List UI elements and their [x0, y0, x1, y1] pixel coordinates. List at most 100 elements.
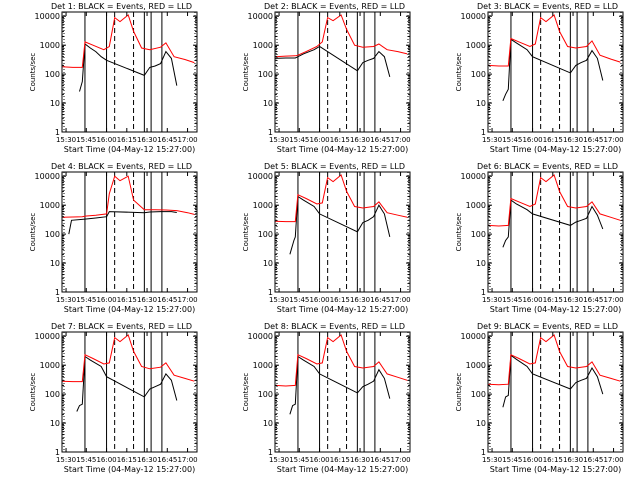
- y-tick-label: 1: [55, 448, 60, 457]
- plot-frame: [274, 11, 411, 133]
- series-lld-line: [274, 334, 408, 387]
- plot-frame: [61, 171, 198, 293]
- x-tick-label: 16:15: [543, 296, 563, 304]
- x-tick-label: 16:45: [157, 456, 177, 464]
- series-events-line: [68, 211, 177, 235]
- x-tick-label: 16:15: [330, 456, 350, 464]
- y-tick-label: 1000: [253, 41, 273, 50]
- series-lld-line: [487, 334, 621, 386]
- y-tick-label: 10000: [461, 172, 486, 181]
- y-axis-label: Counts/sec: [455, 373, 463, 412]
- series-lld-line: [487, 174, 621, 227]
- series-events-line: [76, 355, 178, 412]
- y-tick-label: 1000: [253, 361, 273, 370]
- x-tick-label: 16:45: [370, 136, 390, 144]
- x-tick-label: 15:45: [289, 136, 309, 144]
- x-tick-label: 16:00: [96, 296, 116, 304]
- x-tick-label: 17:00: [603, 456, 623, 464]
- panel-det-6: Det 6: BLACK = Events, RED = LLD 1 10 100 10…: [455, 162, 624, 314]
- y-tick-label: 1000: [466, 201, 486, 210]
- x-tick-label: 16:00: [309, 296, 329, 304]
- x-axis-label: Start Time (04-May-12 15:27:00): [277, 465, 408, 474]
- panel-det-8: Det 8: BLACK = Events, RED = LLD 1 10 100 10…: [242, 322, 411, 474]
- x-tick-label: 17:00: [177, 296, 197, 304]
- x-tick-label: 16:00: [309, 456, 329, 464]
- x-tick-label: 15:45: [502, 456, 522, 464]
- x-tick-label: 16:45: [583, 136, 603, 144]
- y-tick-label: 10: [476, 419, 486, 428]
- x-tick-label: 16:15: [330, 136, 350, 144]
- y-tick-label: 100: [471, 70, 486, 79]
- panel-det-4: Det 4: BLACK = Events, RED = LLD 1 10 100 10…: [29, 162, 198, 314]
- x-tick-label: 16:00: [96, 456, 116, 464]
- x-axis-label: Start Time (04-May-12 15:27:00): [64, 305, 195, 314]
- y-tick-label: 10000: [248, 172, 273, 181]
- x-tick-label: 16:00: [96, 136, 116, 144]
- x-tick-label: 15:30: [56, 456, 76, 464]
- y-tick-label: 10: [50, 99, 60, 108]
- panel-title: Det 4: BLACK = Events, RED = LLD: [51, 162, 192, 171]
- y-axis-label: Counts/sec: [242, 53, 250, 92]
- x-tick-label: 15:45: [76, 296, 96, 304]
- y-tick-label: 100: [45, 70, 60, 79]
- plot-frame: [61, 331, 198, 453]
- y-tick-label: 100: [258, 390, 273, 399]
- panel-det-7: Det 7: BLACK = Events, RED = LLD 1 10 100 10…: [29, 322, 198, 474]
- x-tick-label: 17:00: [390, 456, 410, 464]
- x-tick-label: 16:30: [137, 136, 157, 144]
- y-axis-label: Counts/sec: [29, 213, 37, 252]
- series-events-line: [502, 199, 604, 248]
- x-tick-label: 16:30: [350, 136, 370, 144]
- x-tick-label: 16:15: [543, 456, 563, 464]
- x-tick-label: 15:30: [482, 296, 502, 304]
- y-tick-label: 1: [481, 448, 486, 457]
- y-tick-label: 10: [263, 419, 273, 428]
- x-tick-label: 16:15: [117, 456, 137, 464]
- x-tick-label: 16:45: [370, 456, 390, 464]
- x-tick-label: 16:00: [522, 456, 542, 464]
- x-tick-label: 17:00: [177, 456, 197, 464]
- x-tick-label: 15:45: [289, 296, 309, 304]
- x-tick-label: 16:00: [522, 136, 542, 144]
- x-tick-label: 15:30: [56, 296, 76, 304]
- x-tick-label: 16:00: [522, 296, 542, 304]
- y-tick-label: 1: [268, 288, 273, 297]
- x-tick-label: 16:45: [583, 456, 603, 464]
- x-axis-label: Start Time (04-May-12 15:27:00): [64, 465, 195, 474]
- y-tick-label: 1000: [253, 201, 273, 210]
- series-lld-line: [487, 14, 621, 67]
- y-tick-label: 1: [55, 288, 60, 297]
- x-tick-label: 17:00: [177, 136, 197, 144]
- series-lld-line: [274, 14, 408, 58]
- y-tick-label: 1: [268, 448, 273, 457]
- panel-title: Det 2: BLACK = Events, RED = LLD: [264, 2, 405, 11]
- series-lld-line: [61, 175, 195, 218]
- y-tick-label: 1: [268, 128, 273, 137]
- y-tick-label: 1000: [40, 41, 60, 50]
- panel-title: Det 7: BLACK = Events, RED = LLD: [51, 322, 192, 331]
- y-tick-label: 1000: [466, 361, 486, 370]
- series-events-line: [289, 195, 391, 255]
- series-lld-line: [274, 174, 408, 223]
- x-tick-label: 16:30: [563, 296, 583, 304]
- x-axis-label: Start Time (04-May-12 15:27:00): [490, 465, 621, 474]
- y-axis-label: Counts/sec: [29, 53, 37, 92]
- x-axis-label: Start Time (04-May-12 15:27:00): [277, 305, 408, 314]
- y-axis-label: Counts/sec: [242, 373, 250, 412]
- x-tick-label: 17:00: [603, 136, 623, 144]
- x-tick-label: 17:00: [603, 296, 623, 304]
- panel-title: Det 1: BLACK = Events, RED = LLD: [51, 2, 192, 11]
- series-events-line: [79, 43, 178, 92]
- y-tick-label: 10000: [461, 12, 486, 21]
- x-tick-label: 15:30: [482, 136, 502, 144]
- series-lld-line: [61, 334, 195, 383]
- plot-frame: [487, 331, 624, 453]
- y-tick-label: 10000: [248, 332, 273, 341]
- x-tick-label: 16:45: [157, 136, 177, 144]
- series-events-line: [289, 355, 391, 415]
- x-tick-label: 15:30: [56, 136, 76, 144]
- panel-det-1: Det 1: BLACK = Events, RED = LLD 1 10 100 10…: [29, 2, 198, 154]
- series-events-line: [274, 45, 391, 78]
- y-tick-label: 1: [481, 128, 486, 137]
- x-tick-label: 16:15: [543, 136, 563, 144]
